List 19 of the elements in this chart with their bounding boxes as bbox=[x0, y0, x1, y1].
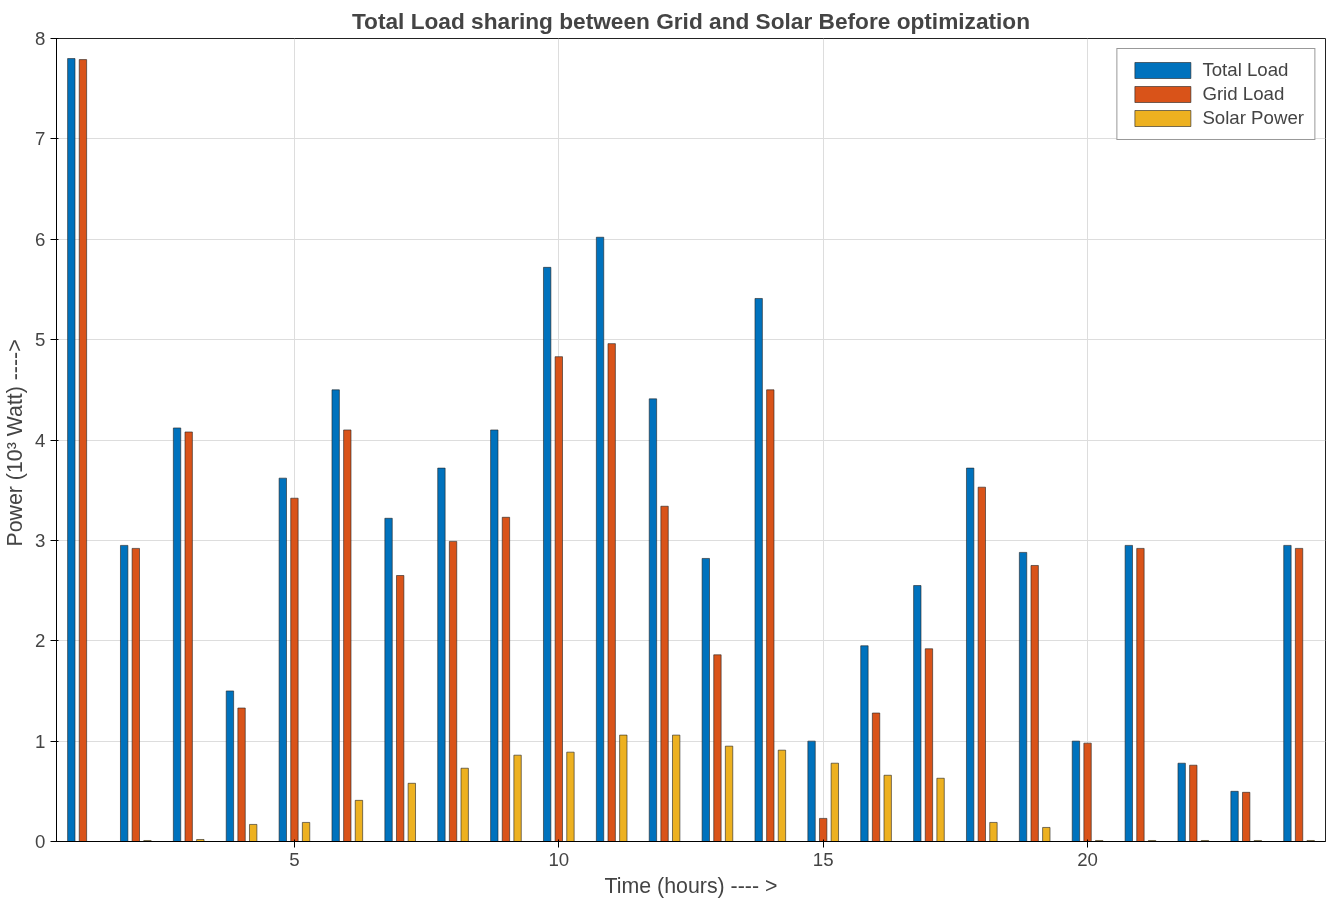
y-tick-label: 6 bbox=[35, 228, 46, 250]
x-axis-title: Time (hours) ---- > bbox=[604, 873, 778, 898]
y-tick-label: 5 bbox=[35, 329, 46, 351]
x-tick-label: 15 bbox=[812, 848, 834, 870]
y-tick-label: 0 bbox=[35, 831, 46, 852]
y-tick-label: 8 bbox=[35, 28, 46, 49]
y-tick-label: 4 bbox=[35, 429, 46, 451]
y-tick-label: 1 bbox=[35, 730, 46, 752]
y-tick-label: 3 bbox=[35, 529, 46, 551]
y-axis-title: Power (10³ Watt) ----> bbox=[3, 339, 28, 547]
legend-label: Solar Power bbox=[1202, 107, 1304, 129]
x-tick-label: 5 bbox=[289, 848, 300, 870]
legend-label: Grid Load bbox=[1202, 83, 1285, 105]
chart-title: Total Load sharing between Grid and Solar Before optimization bbox=[351, 7, 1031, 34]
y-tick-label: 7 bbox=[35, 128, 46, 150]
y-tick-label: 2 bbox=[35, 630, 46, 652]
legend-label: Total Load bbox=[1202, 59, 1289, 81]
x-tick-label: 10 bbox=[548, 848, 570, 870]
x-tick-label: 20 bbox=[1077, 848, 1098, 870]
